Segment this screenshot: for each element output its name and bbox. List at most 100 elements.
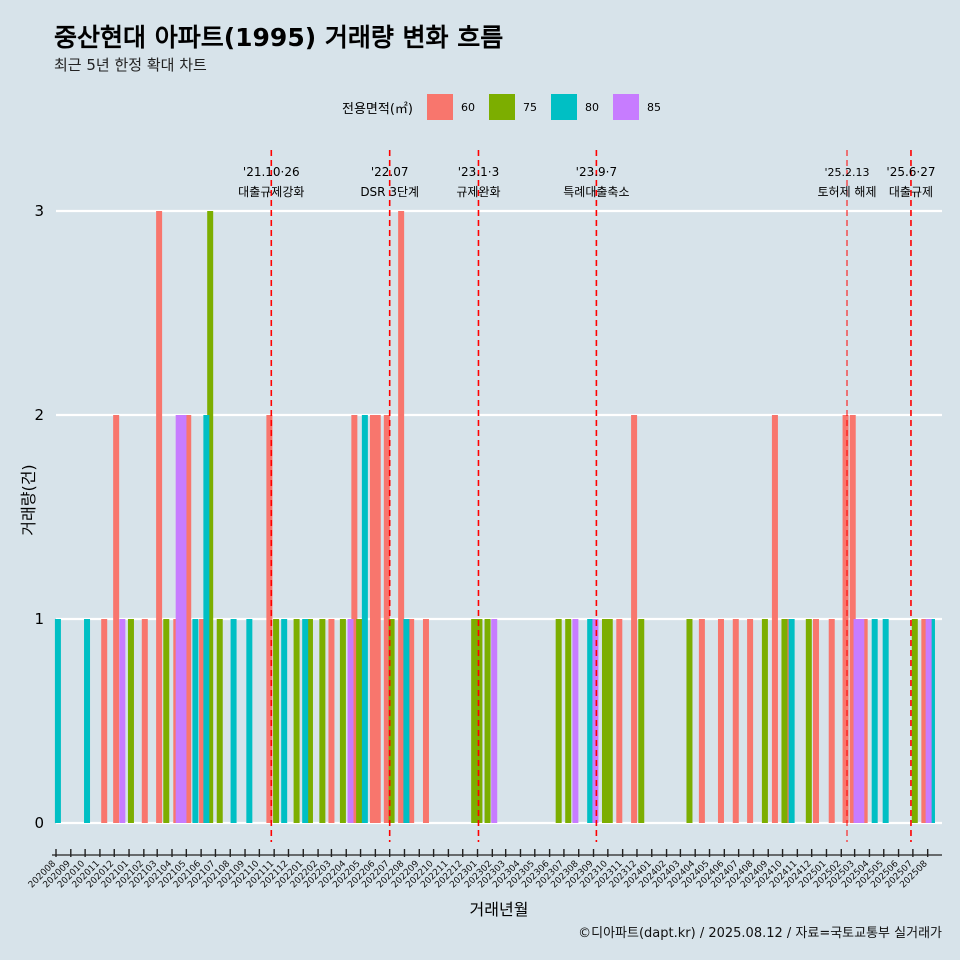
bar-60-2024-06-25 [732, 619, 739, 823]
bar-85-2022-04-10 [347, 619, 354, 823]
legend-label-60: 60 [460, 100, 475, 114]
event-desc-label: 대출규제 [889, 185, 933, 199]
bar-80-2021-08-08 [230, 619, 237, 823]
bar-75-2021-11-05 [273, 619, 280, 823]
bar-80-2020-08-05 [54, 619, 61, 823]
legend-item-80: 80 [550, 94, 599, 120]
bar-85-2023-02-05 [491, 619, 498, 823]
bar-75-2024-11-25 [805, 619, 812, 823]
bar-60-2025-03-22 [861, 619, 868, 823]
bar-80-2022-05-10 [361, 415, 368, 823]
bar-75-2022-02-10 [319, 619, 326, 823]
bar-60-2021-05-05 [185, 415, 192, 823]
bar-60-2022-09-15 [422, 619, 429, 823]
bar-75-2021-06-20 [207, 211, 214, 823]
bar-60-2022-04-18 [351, 415, 358, 823]
bar-75-2022-07-05 [388, 619, 395, 823]
y-tick-label: 1 [34, 610, 44, 628]
bar-60-2024-10-12 [784, 619, 791, 823]
bar-85-2020-12-18 [119, 619, 126, 823]
bar-60-2021-02-03 [141, 619, 148, 823]
event-date-label: '23.9·7 [576, 165, 617, 179]
bar-60-2025-01-12 [828, 619, 835, 823]
bar-60-2025-02-25 [849, 415, 856, 823]
bar-60-2025-07-25 [921, 619, 928, 823]
event-date-label: '25.6·27 [886, 165, 935, 179]
bar-60-2022-05-27 [369, 415, 376, 823]
bar-75-2023-01-05 [476, 619, 483, 823]
bar-75-2022-03-25 [339, 619, 346, 823]
event-desc-label: 규제완화 [456, 185, 500, 199]
legend-title: 전용면적(㎡) [342, 101, 413, 117]
bar-60-2024-12-10 [812, 619, 819, 823]
bar-80-2021-11-22 [281, 619, 288, 823]
bar-60-2020-12-05 [113, 415, 120, 823]
bar-85-2021-04-15 [175, 415, 182, 823]
bar-75-2023-07-10 [565, 619, 572, 823]
bar-80-2021-09-10 [246, 619, 253, 823]
chart-title: 중산현대 아파트(1995) 거래량 변화 흐름 [54, 23, 504, 52]
bar-80-2025-04-12 [871, 619, 878, 823]
legend-key-80 [550, 94, 577, 120]
legend-key-75 [488, 94, 515, 120]
bar-75-2024-03-20 [686, 619, 693, 823]
bar-80-2024-10-20 [788, 619, 795, 823]
bar-80-2023-08-25 [587, 619, 594, 823]
event-desc-label: 대출규제강화 [238, 185, 304, 199]
bar-60-2022-06-25 [383, 415, 390, 823]
bar-75-2021-01-05 [127, 619, 134, 823]
bar-85-2023-07-25 [572, 619, 579, 823]
bar-75-2022-04-28 [356, 619, 363, 823]
event-date-label: '22.07 [371, 165, 409, 179]
bar-85-2025-03-05 [853, 619, 860, 823]
bar-75-2024-08-25 [761, 619, 768, 823]
y-tick-label: 3 [34, 202, 44, 220]
bar-80-2021-06-12 [203, 415, 210, 823]
bar-75-2025-07-05 [911, 619, 918, 823]
chart-subtitle: 최근 5년 한정 확대 차트 [54, 56, 207, 74]
event-desc-label: 토허제 해제 [817, 185, 876, 199]
bar-60-2024-05-25 [717, 619, 724, 823]
bar-60-2024-07-25 [747, 619, 754, 823]
bar-60-2021-03-05 [156, 211, 163, 823]
legend-item-85: 85 [612, 94, 661, 120]
bar-85-2025-08-03 [925, 619, 932, 823]
y-axis-title: 거래량(건) [19, 464, 38, 535]
legend-item-75: 75 [488, 94, 537, 120]
x-axis-title: 거래년월 [470, 900, 529, 919]
bar-60-2022-07-25 [398, 211, 405, 823]
event-date-label: '23.1·3 [458, 165, 499, 179]
bar-75-2023-01-22 [484, 619, 491, 823]
bar-75-2021-03-20 [163, 619, 170, 823]
bar-80-2021-05-20 [192, 619, 199, 823]
bar-75-2023-10-05 [606, 619, 613, 823]
bar-85-2023-09-05 [592, 619, 599, 823]
event-date-label: '25.2.13 [824, 166, 869, 179]
bar-75-2021-07-10 [216, 619, 223, 823]
event-desc-label: DSR 3단계 [360, 185, 419, 199]
bar-60-2022-08-15 [408, 619, 415, 823]
bar-60-2022-06-06 [374, 415, 381, 823]
legend-key-60 [426, 94, 453, 120]
y-tick-label: 2 [34, 406, 44, 424]
bar-80-2020-10-05 [84, 619, 91, 823]
legend-label-85: 85 [646, 100, 661, 114]
legend-label-80: 80 [584, 100, 599, 114]
bar-60-2025-02-10 [842, 415, 849, 823]
legend-key-85 [612, 94, 639, 120]
legend-label-75: 75 [522, 100, 537, 114]
bar-60-2023-10-25 [616, 619, 623, 823]
legend-item-60: 60 [426, 94, 475, 120]
legend: 전용면적(㎡) 60 75 80 85 [342, 92, 667, 122]
bar-60-2022-03-01 [328, 619, 335, 823]
bar-75-2023-12-10 [638, 619, 645, 823]
event-date-label: '21.10·26 [243, 165, 300, 179]
bar-85-2025-03-15 [858, 619, 865, 823]
bar-60-2024-09-15 [771, 415, 778, 823]
y-tick-label: 0 [34, 814, 44, 832]
bar-80-2022-08-05 [403, 619, 410, 823]
bar-75-2023-06-20 [555, 619, 562, 823]
bar-80-2022-01-05 [302, 619, 309, 823]
bar-60-2021-06-03 [199, 619, 206, 823]
